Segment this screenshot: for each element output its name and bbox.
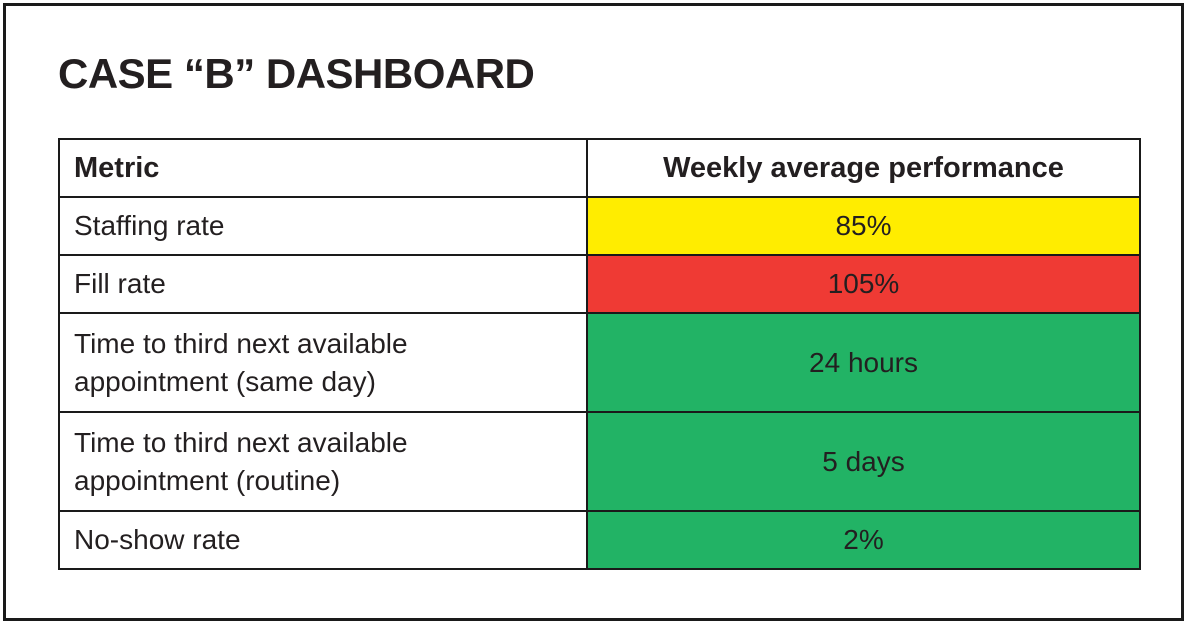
metric-value-cell: 85% (586, 196, 1141, 256)
metric-value-cell: 2% (586, 510, 1141, 570)
dashboard-table: Metric Weekly average performance Staffi… (58, 138, 1141, 570)
table-row-staffing-rate: Staffing rate 85% (58, 196, 1141, 256)
metric-label: Fill rate (58, 254, 588, 314)
metric-label: Time to third next available appointment… (58, 312, 588, 413)
metric-label: No-show rate (58, 510, 588, 570)
table-row-tnaa-routine: Time to third next available appointment… (58, 411, 1141, 512)
metric-value-cell: 105% (586, 254, 1141, 314)
table-header-row: Metric Weekly average performance (58, 138, 1141, 198)
page-frame: CASE “B” DASHBOARD Metric Weekly average… (3, 3, 1184, 621)
metric-value-cell: 24 hours (586, 312, 1141, 413)
metric-value-cell: 5 days (586, 411, 1141, 512)
table-row-fill-rate: Fill rate 105% (58, 254, 1141, 314)
page-title: CASE “B” DASHBOARD (58, 50, 535, 97)
table-row-tnaa-same-day: Time to third next available appointment… (58, 312, 1141, 413)
metric-label: Staffing rate (58, 196, 588, 256)
metric-label: Time to third next available appointment… (58, 411, 588, 512)
table-row-no-show-rate: No-show rate 2% (58, 510, 1141, 570)
column-header-metric: Metric (58, 138, 588, 198)
column-header-performance: Weekly average performance (586, 138, 1141, 198)
